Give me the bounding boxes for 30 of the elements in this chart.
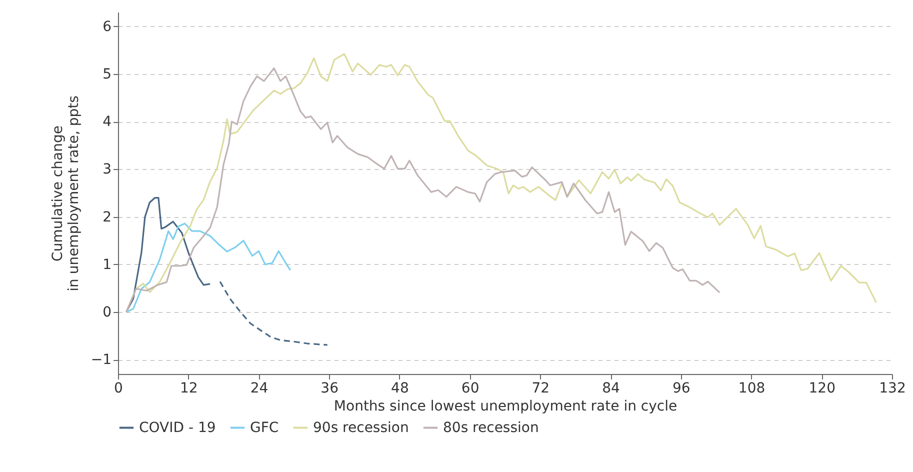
y-tick-label: −1 (90, 352, 112, 368)
y-tick-label: 5 (102, 66, 112, 82)
legend-label: 90s recession (313, 420, 409, 436)
legend-label: 80s recession (443, 420, 539, 436)
line-series (125, 196, 211, 313)
legend-label: GFC (250, 420, 279, 436)
x-tick-label: 120 (808, 380, 836, 396)
line-series (125, 67, 720, 313)
x-tick-label: 12 (180, 380, 198, 396)
line-series (219, 280, 328, 346)
x-tick-label: 96 (672, 380, 690, 396)
y-tick-label: 4 (102, 114, 112, 130)
line-series (125, 222, 292, 313)
x-tick-label: 84 (602, 380, 620, 396)
x-tick-label: 72 (532, 380, 550, 396)
x-tick-label: 132 (879, 380, 906, 396)
y-tick-label: 2 (102, 209, 112, 226)
y-axis-title: Cumulative change in unemployment rate, ppts (50, 96, 82, 292)
y-tick-label: 0 (102, 304, 112, 321)
x-tick-label: 108 (738, 380, 766, 396)
x-tick-label: 0 (114, 380, 123, 396)
x-tick-label: 60 (461, 380, 480, 396)
legend-label: COVID - 19 (139, 420, 216, 436)
x-axis-title: Months since lowest unemployment rate in cycle (334, 398, 678, 414)
y-tick-label: 6 (102, 18, 112, 35)
x-tick-label: 24 (250, 380, 268, 396)
x-tick-label: 48 (391, 380, 409, 396)
y-tick-label: 1 (102, 256, 112, 273)
x-tick-label: 36 (320, 380, 339, 396)
y-tick-label: 3 (102, 162, 112, 178)
